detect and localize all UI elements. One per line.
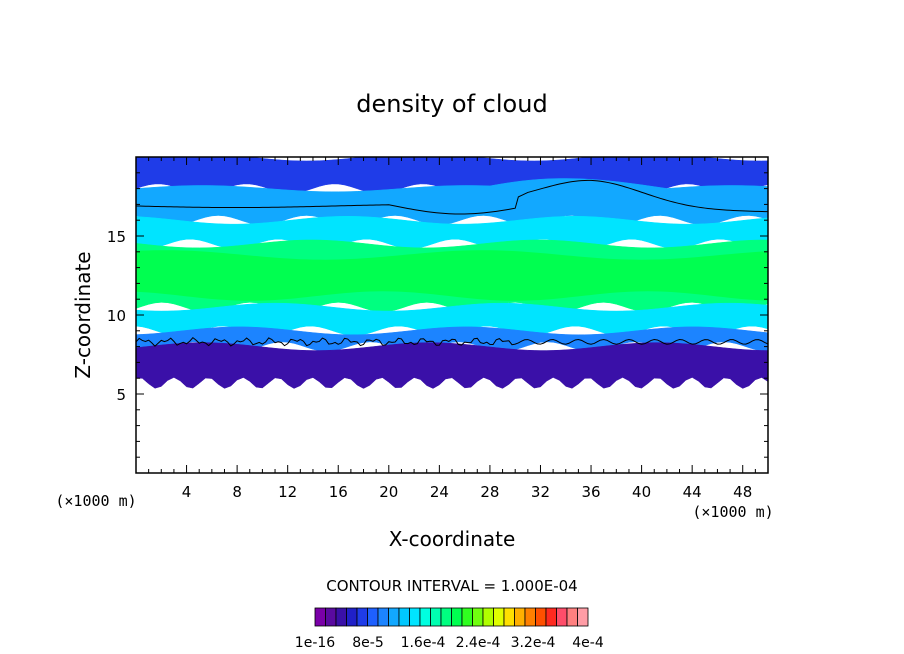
x-tick-label-4: 4 [182, 483, 192, 501]
x-tick-label-8: 8 [232, 483, 242, 501]
x-tick-label-40: 40 [632, 483, 651, 501]
x-tick-label-12: 12 [278, 483, 297, 501]
contour-interval-label: CONTOUR INTERVAL = 1.000E-04 [326, 577, 577, 595]
colorbar-label: 4e-4 [572, 635, 604, 651]
colorbar-swatch [325, 607, 337, 627]
chart-title: density of cloud [356, 90, 547, 118]
colorbar-label: 3.2e-4 [511, 635, 556, 651]
colorbar-swatch [398, 607, 410, 627]
colorbar-swatch [451, 607, 463, 627]
colorbar-swatch [430, 607, 442, 627]
y-tick-label-5: 5 [116, 386, 126, 404]
y-axis-unit: (×1000 m) [55, 492, 136, 510]
x-tick-label-48: 48 [733, 483, 752, 501]
colorbar-labels: 1e-16 8e-5 1.6e-4 2.4e-4 3.2e-4 4e-4 [295, 635, 604, 651]
x-tick-label-24: 24 [430, 483, 449, 501]
colorbar-label: 8e-5 [352, 635, 383, 651]
y-axis-label: Z-coordinate [71, 251, 95, 378]
colorbar-swatch [440, 607, 452, 627]
colorbar-swatch [577, 607, 589, 627]
colorbar-swatch [461, 607, 473, 627]
x-axis-unit: (×1000 m) [692, 503, 773, 521]
colorbar-swatch [356, 607, 368, 627]
contour-lines [136, 179, 768, 347]
contour-line-lower [136, 336, 768, 347]
colorbar-swatch [388, 607, 400, 627]
x-tick-label-20: 20 [379, 483, 398, 501]
colorbar-swatch [409, 607, 421, 627]
colorbar-swatch [367, 607, 379, 627]
density-band-base [136, 342, 768, 389]
contour-line-upper [136, 179, 768, 215]
colorbar-swatch [314, 607, 326, 627]
x-tick-label-28: 28 [480, 483, 499, 501]
x-tick-label-32: 32 [531, 483, 550, 501]
colorbar-swatch [535, 607, 547, 627]
x-tick-label-36: 36 [581, 483, 600, 501]
colorbar-label: 1e-16 [295, 635, 335, 651]
colorbar-swatch [493, 607, 505, 627]
colorbar-swatch [419, 607, 431, 627]
colorbar-swatch [377, 607, 389, 627]
colorbar-label: 2.4e-4 [456, 635, 501, 651]
density-band-mid-lower [136, 302, 768, 336]
x-tick-label-44: 44 [683, 483, 702, 501]
density-band-core-max [136, 250, 768, 301]
y-tick-label-10: 10 [107, 307, 126, 325]
x-tick-label-16: 16 [329, 483, 348, 501]
y-tick-label-15: 15 [107, 228, 126, 246]
density-field [136, 157, 768, 389]
x-axis-label: X-coordinate [389, 527, 516, 551]
colorbar-swatch [556, 607, 568, 627]
colorbar-swatch [503, 607, 515, 627]
colorbar-label: 1.6e-4 [401, 635, 446, 651]
colorbar-swatch [514, 607, 526, 627]
colorbar [314, 607, 589, 627]
colorbar-swatch [335, 607, 347, 627]
colorbar-swatch [482, 607, 494, 627]
colorbar-swatch [472, 607, 484, 627]
colorbar-swatch [346, 607, 358, 627]
colorbar-swatch [566, 607, 578, 627]
colorbar-swatch [545, 607, 557, 627]
colorbar-swatch [524, 607, 536, 627]
